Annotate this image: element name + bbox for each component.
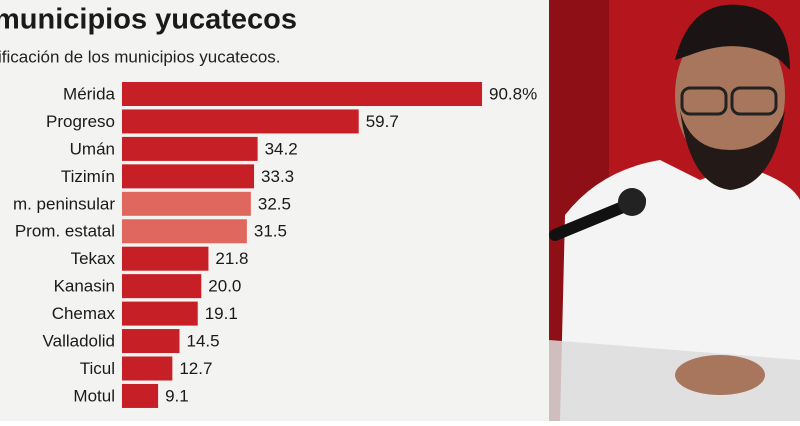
bar <box>122 329 180 354</box>
category-label: Mérida <box>63 84 116 103</box>
bar <box>122 274 202 299</box>
face <box>675 20 785 170</box>
category-label: Motul <box>73 386 115 405</box>
category-label: Progreso <box>46 112 115 131</box>
bar <box>122 109 359 134</box>
microphone-head <box>618 188 646 216</box>
chart-panel <box>0 0 549 421</box>
bar <box>122 383 159 408</box>
hair <box>675 4 790 70</box>
value-label: 21.8 <box>215 249 248 268</box>
beard <box>680 110 785 190</box>
photo <box>549 0 800 421</box>
value-label: 31.5 <box>254 222 287 241</box>
chart-subtitle: ificación de los municipios yucatecos. <box>0 47 281 66</box>
bars: Mérida 90.8% Progreso 59.7 Umán 34.2 Tizimín 33… <box>13 82 537 408</box>
category-label: Umán <box>70 139 115 158</box>
value-label: 90.8% <box>489 84 537 103</box>
value-label: 20.0 <box>208 277 241 296</box>
bar <box>122 219 247 244</box>
bar <box>122 301 198 326</box>
category-label: Kanasin <box>54 277 115 296</box>
glasses-left <box>680 86 728 116</box>
hand <box>675 355 765 395</box>
bar <box>122 191 251 216</box>
value-label: 59.7 <box>366 112 399 131</box>
category-label: Tizimín <box>61 167 115 186</box>
category-label: Prom. estatal <box>15 222 115 241</box>
glasses-right <box>730 86 778 116</box>
value-label: 12.7 <box>179 359 212 378</box>
category-label: Tekax <box>71 249 116 268</box>
category-label: Ticul <box>80 359 115 378</box>
bar <box>122 246 209 271</box>
value-label: 33.3 <box>261 167 294 186</box>
bar <box>122 136 258 161</box>
value-label: 34.2 <box>265 139 298 158</box>
value-label: 14.5 <box>186 332 219 351</box>
value-label: 19.1 <box>205 304 238 323</box>
value-label: 32.5 <box>258 194 291 213</box>
bar <box>122 82 483 106</box>
category-label: m. peninsular <box>13 194 115 213</box>
value-label: 9.1 <box>165 386 189 405</box>
bar <box>122 356 173 381</box>
category-label: Valladolid <box>43 332 115 351</box>
chart-title: municipios yucatecos <box>0 4 297 36</box>
bar <box>122 164 255 189</box>
category-label: Chemax <box>52 304 116 323</box>
